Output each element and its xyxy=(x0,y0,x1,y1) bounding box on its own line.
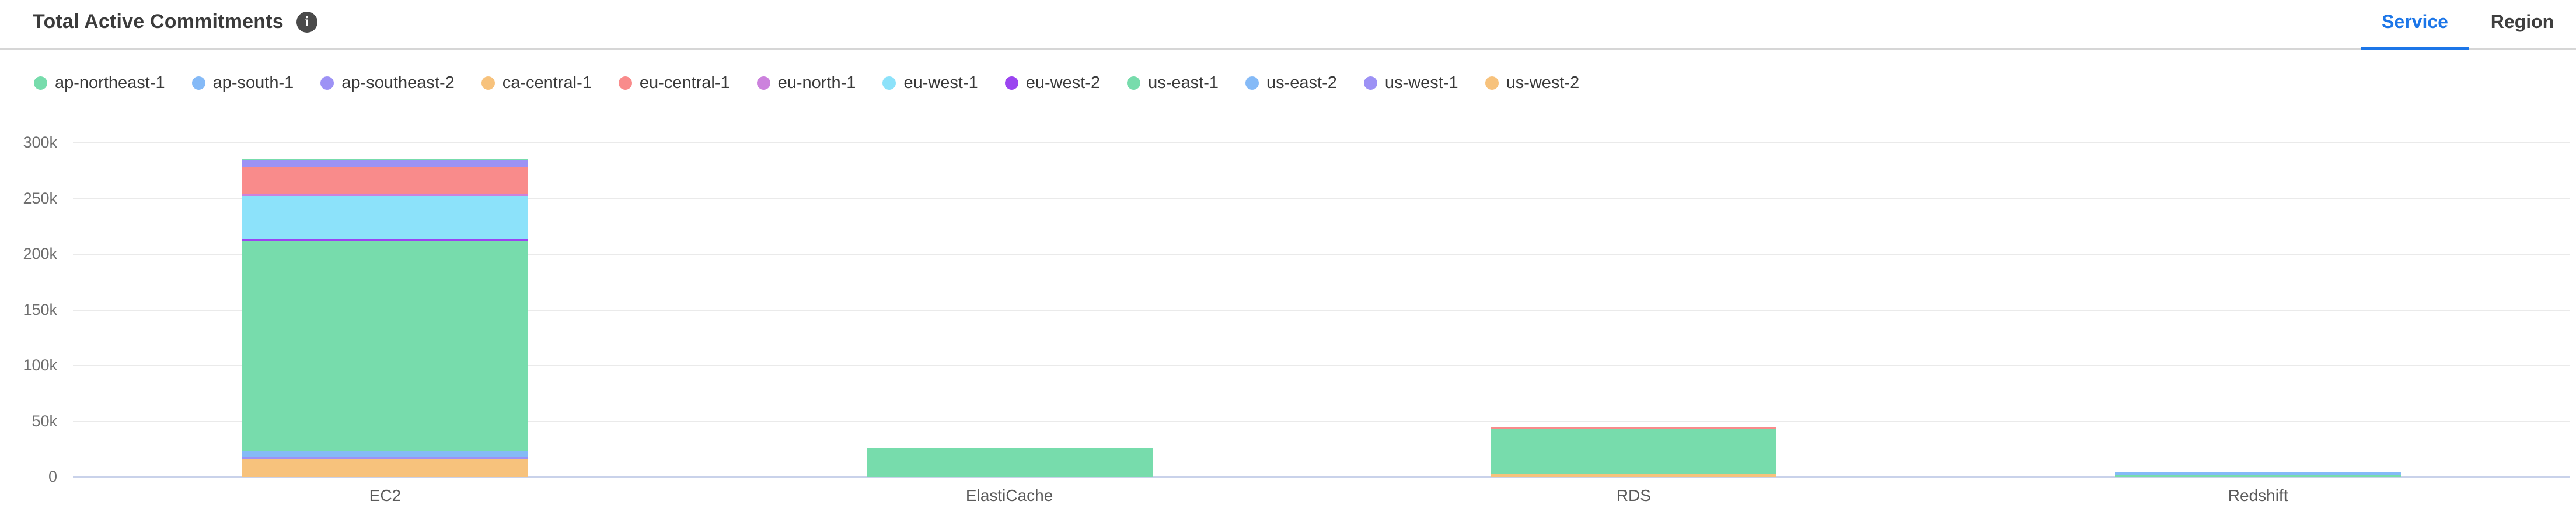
legend-label: us-east-2 xyxy=(1266,73,1337,92)
bar-segment-EC2-eu-west-2[interactable] xyxy=(242,239,528,241)
y-tick-100k: 100k xyxy=(23,356,57,374)
bar-segment-RDS-us-west-2[interactable] xyxy=(1491,474,1777,477)
bar-Redshift xyxy=(2115,472,2402,477)
gridline-300k xyxy=(73,142,2570,143)
y-tick-250k: 250k xyxy=(23,189,57,207)
bar-segment-EC2-eu-central-1[interactable] xyxy=(242,167,528,194)
legend-dot-ap-south-1 xyxy=(191,76,205,90)
bar-segment-RDS-us-east-1[interactable] xyxy=(1491,429,1777,475)
legend-item-eu-central-1[interactable]: eu-central-1 xyxy=(618,73,730,93)
legend-item-ap-northeast-1[interactable]: ap-northeast-1 xyxy=(34,73,165,93)
legend-label: eu-north-1 xyxy=(777,73,856,92)
bar-segment-EC2-us-east-2[interactable] xyxy=(242,451,528,457)
y-tick-300k: 300k xyxy=(23,134,57,151)
gridline-150k xyxy=(73,309,2570,311)
legend-dot-us-west-1 xyxy=(1363,76,1377,90)
legend-dot-eu-west-1 xyxy=(882,76,896,90)
y-tick-150k: 150k xyxy=(23,300,57,318)
bar-EC2 xyxy=(242,158,528,477)
legend-item-eu-west-2[interactable]: eu-west-2 xyxy=(1004,73,1101,93)
card-header: Total Active Commitments i Service Regio… xyxy=(0,0,2576,50)
legend-label: ap-south-1 xyxy=(212,73,294,92)
x-tick-RDS: RDS xyxy=(1616,486,1651,504)
gridline-200k xyxy=(73,254,2570,255)
x-tick-Redshift: Redshift xyxy=(2228,486,2288,504)
bar-segment-ElastiCache-us-east-1[interactable] xyxy=(866,448,1153,477)
bar-segment-EC2-us-east-1[interactable] xyxy=(242,241,528,451)
legend-dot-eu-north-1 xyxy=(756,76,770,90)
page-title: Total Active Commitments xyxy=(33,10,284,33)
legend-dot-ca-central-1 xyxy=(481,76,495,90)
legend-dot-eu-west-2 xyxy=(1004,76,1018,90)
bar-segment-Redshift-ap-south-1[interactable] xyxy=(2115,472,2402,475)
gridline-100k xyxy=(73,365,2570,366)
legend-item-eu-west-1[interactable]: eu-west-1 xyxy=(882,73,978,93)
legend-item-us-west-1[interactable]: us-west-1 xyxy=(1363,73,1458,93)
legend-label: eu-central-1 xyxy=(639,73,730,92)
tab-bar: Service Region xyxy=(2361,1,2576,50)
tab-region[interactable]: Region xyxy=(2490,11,2554,32)
legend-dot-ap-northeast-1 xyxy=(34,76,47,90)
bar-RDS xyxy=(1491,427,1777,477)
legend-item-ca-central-1[interactable]: ca-central-1 xyxy=(481,73,592,93)
legend-item-us-east-2[interactable]: us-east-2 xyxy=(1245,73,1337,93)
legend-dot-us-east-1 xyxy=(1127,76,1141,90)
legend-dot-ap-southeast-2 xyxy=(320,76,334,90)
legend-label: ap-northeast-1 xyxy=(55,73,165,92)
bar-segment-EC2-ap-southeast-2[interactable] xyxy=(242,160,528,167)
x-tick-EC2: EC2 xyxy=(369,486,402,504)
legend-label: ap-southeast-2 xyxy=(341,73,455,92)
bar-segment-EC2-eu-north-1[interactable] xyxy=(242,193,528,196)
chart-legend: ap-northeast-1 ap-south-1 ap-southeast-2 ca… xyxy=(0,50,2576,93)
info-icon[interactable]: i xyxy=(296,11,317,33)
legend-dot-us-east-2 xyxy=(1245,76,1259,90)
x-tick-ElastiCache: ElastiCache xyxy=(965,486,1053,504)
legend-item-eu-north-1[interactable]: eu-north-1 xyxy=(756,73,856,93)
y-tick-200k: 200k xyxy=(23,245,57,262)
legend-item-us-east-1[interactable]: us-east-1 xyxy=(1127,73,1219,93)
legend-label: eu-west-1 xyxy=(903,73,978,92)
legend-label: us-east-1 xyxy=(1148,73,1219,92)
legend-label: eu-west-2 xyxy=(1025,73,1101,92)
legend-dot-eu-central-1 xyxy=(618,76,632,90)
bar-ElastiCache xyxy=(866,448,1153,477)
legend-label: us-west-1 xyxy=(1384,73,1458,92)
legend-item-ap-southeast-2[interactable]: ap-southeast-2 xyxy=(320,73,455,93)
legend-item-us-west-2[interactable]: us-west-2 xyxy=(1485,73,1580,93)
gridline-50k xyxy=(73,420,2570,422)
tab-service[interactable]: Service xyxy=(2361,1,2469,50)
bar-segment-Redshift-us-east-1[interactable] xyxy=(2115,475,2402,477)
bar-segment-RDS-eu-central-1[interactable] xyxy=(1491,427,1777,429)
gridline-250k xyxy=(73,198,2570,199)
bar-segment-EC2-eu-west-1[interactable] xyxy=(242,195,528,240)
bar-segment-EC2-us-west-1[interactable] xyxy=(242,456,528,460)
bar-segment-EC2-ap-northeast-1[interactable] xyxy=(242,158,528,160)
bar-segment-EC2-us-west-2[interactable] xyxy=(242,459,528,477)
legend-dot-us-west-2 xyxy=(1485,76,1499,90)
legend-item-ap-south-1[interactable]: ap-south-1 xyxy=(191,73,294,93)
y-tick-0: 0 xyxy=(48,468,57,485)
legend-label: us-west-2 xyxy=(1506,73,1580,92)
y-tick-50k: 50k xyxy=(32,412,57,430)
x-axis-line xyxy=(73,476,2570,478)
legend-label: ca-central-1 xyxy=(502,73,592,92)
